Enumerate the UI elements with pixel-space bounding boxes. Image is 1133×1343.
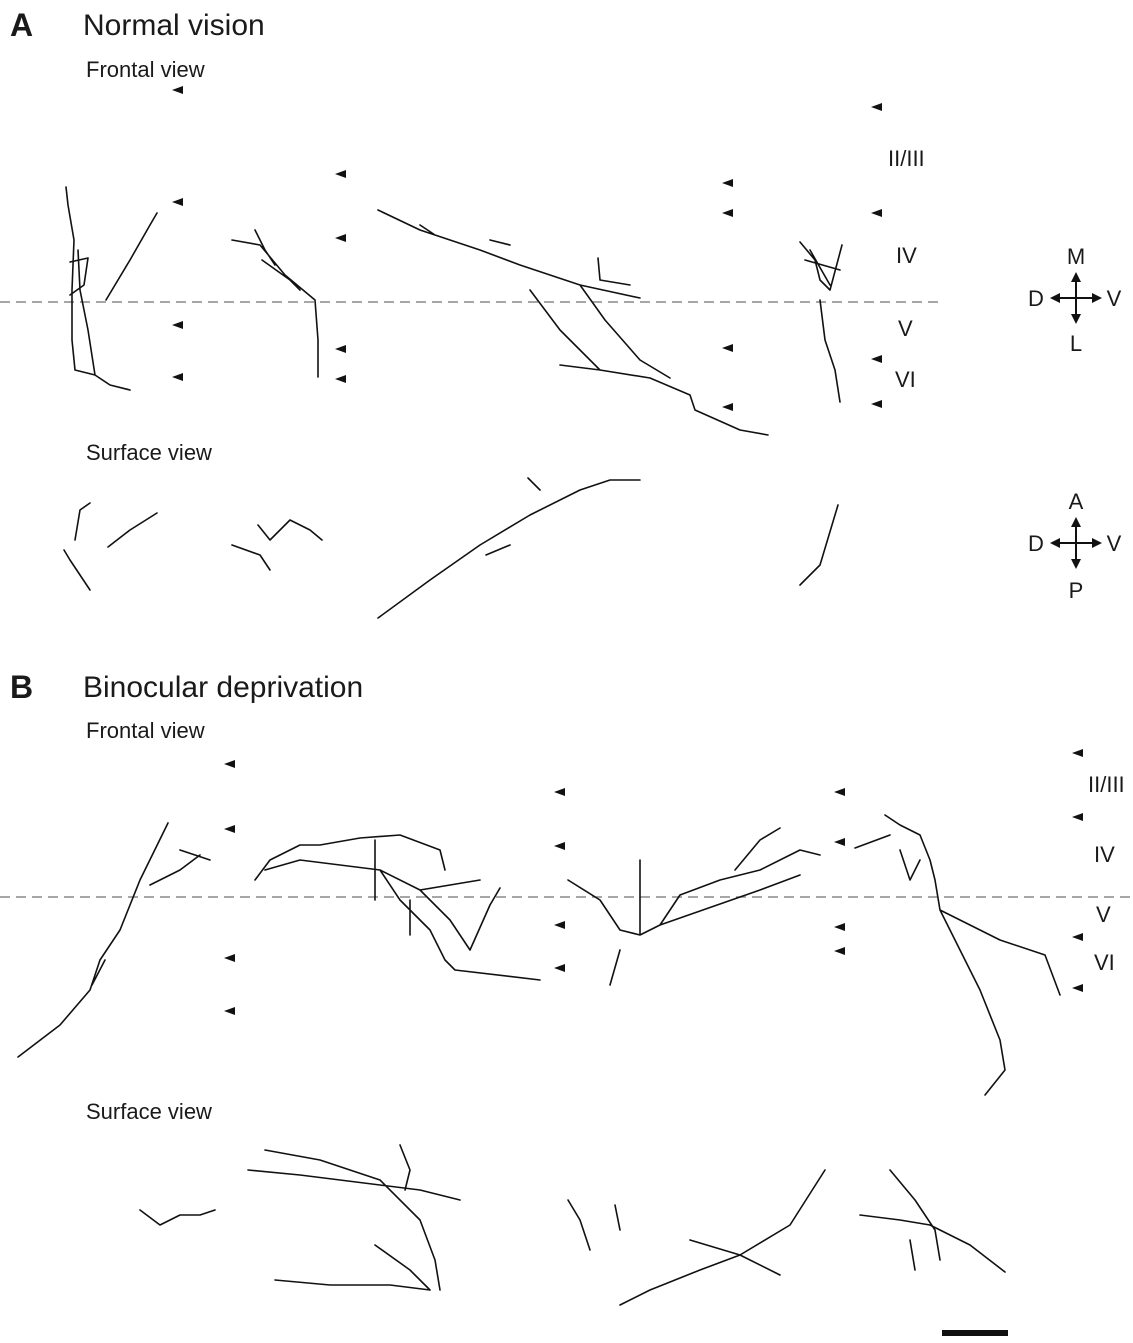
layer-marker (834, 788, 845, 796)
axis-label: P (1069, 578, 1084, 603)
view-label: Frontal view (86, 718, 205, 743)
layer-marker (871, 400, 882, 408)
layer-marker (834, 947, 845, 955)
layer-marker (172, 373, 183, 381)
layer-label: VI (895, 367, 916, 392)
layer-marker (722, 344, 733, 352)
axis-label: D (1028, 286, 1044, 311)
layer-label: V (898, 316, 913, 341)
neuron-tracings (64, 187, 842, 618)
layer-marker (871, 355, 882, 363)
layer-marker (224, 1007, 235, 1015)
axis-label: V (1107, 531, 1122, 556)
figure: A Normal vision Frontal view Surface vie… (0, 0, 1133, 1343)
layer-marker (834, 838, 845, 846)
layer-marker (335, 345, 346, 353)
layer-marker (1072, 984, 1083, 992)
layer-marker (871, 209, 882, 217)
layer-label: IV (896, 243, 917, 268)
axis-label: D (1028, 531, 1044, 556)
view-label: Frontal view (86, 57, 205, 82)
layer-marker (172, 198, 183, 206)
layer-marker (722, 209, 733, 217)
axis-label: A (1069, 489, 1084, 514)
layer-markers (172, 86, 1083, 1015)
compass: M L D V (1028, 244, 1122, 356)
layer-marker (335, 170, 346, 178)
layer-label: V (1096, 902, 1111, 927)
layer-marker (554, 788, 565, 796)
layer-label: II/III (888, 146, 925, 171)
panel-title: Normal vision (83, 9, 265, 42)
layer-marker (172, 321, 183, 329)
layer-marker (172, 86, 183, 94)
layer-label: IV (1094, 842, 1115, 867)
layer-marker (1072, 749, 1083, 757)
layer-marker (224, 760, 235, 768)
view-label: Surface view (86, 1099, 212, 1124)
layer-marker (722, 403, 733, 411)
layer-marker (224, 954, 235, 962)
panel-letter: B (10, 669, 33, 705)
layer-label: II/III (1088, 772, 1125, 797)
layer-marker (1072, 813, 1083, 821)
neuron-tracings (18, 815, 1060, 1305)
layer-marker (335, 234, 346, 242)
panel-letter: A (10, 7, 33, 43)
scale-bar (942, 1330, 1008, 1336)
axis-label: M (1067, 244, 1085, 269)
panel-title: Binocular deprivation (83, 671, 363, 704)
layer-marker (871, 103, 882, 111)
view-label: Surface view (86, 440, 212, 465)
layer-marker (722, 179, 733, 187)
compass: A P D V (1028, 489, 1122, 603)
layer-marker (554, 964, 565, 972)
layer-marker (554, 921, 565, 929)
layer-marker (335, 375, 346, 383)
layer-marker (224, 825, 235, 833)
layer-marker (1072, 933, 1083, 941)
layer-marker (834, 923, 845, 931)
axis-label: V (1107, 286, 1122, 311)
layer-marker (554, 842, 565, 850)
axis-label: L (1070, 331, 1082, 356)
layer-label: VI (1094, 950, 1115, 975)
